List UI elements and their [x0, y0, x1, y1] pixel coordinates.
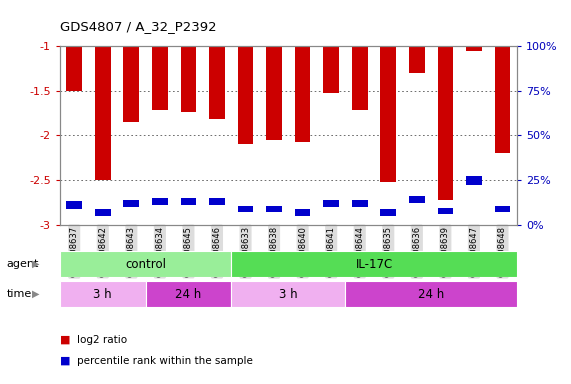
Bar	[152, 46, 168, 110]
Text: ■: ■	[60, 356, 70, 366]
Text: ▶: ▶	[32, 259, 40, 269]
Bar	[323, 46, 339, 93]
Text: 24 h: 24 h	[418, 288, 444, 301]
Bar	[123, 46, 139, 122]
Bar	[380, 46, 396, 182]
Bar	[466, 46, 482, 51]
Text: agent: agent	[7, 259, 39, 269]
Bar	[95, 209, 111, 216]
Bar	[209, 198, 225, 205]
Bar	[95, 46, 111, 180]
Bar	[66, 202, 82, 209]
Bar	[266, 46, 282, 140]
Bar	[345, 281, 517, 307]
Bar	[60, 281, 146, 307]
Bar	[238, 206, 254, 212]
Bar	[494, 46, 510, 153]
Bar	[231, 281, 345, 307]
Bar	[266, 206, 282, 212]
Bar	[209, 46, 225, 119]
Text: ▶: ▶	[32, 289, 40, 299]
Bar	[409, 46, 425, 73]
Text: 3 h: 3 h	[94, 288, 112, 301]
Text: percentile rank within the sample: percentile rank within the sample	[77, 356, 253, 366]
Text: log2 ratio: log2 ratio	[77, 335, 127, 345]
Text: IL-17C: IL-17C	[355, 258, 393, 271]
Text: 3 h: 3 h	[279, 288, 297, 301]
Text: ■: ■	[60, 335, 70, 345]
Bar	[352, 46, 368, 110]
Text: 24 h: 24 h	[175, 288, 202, 301]
Text: time: time	[7, 289, 32, 299]
Bar	[437, 46, 453, 200]
Bar	[437, 208, 453, 214]
Bar	[231, 251, 517, 277]
Bar	[180, 198, 196, 205]
Bar	[295, 209, 311, 216]
Bar	[60, 251, 231, 277]
Text: GDS4807 / A_32_P2392: GDS4807 / A_32_P2392	[60, 20, 216, 33]
Bar	[466, 176, 482, 185]
Bar	[238, 46, 254, 144]
Bar	[409, 196, 425, 203]
Bar	[323, 200, 339, 207]
Bar	[380, 209, 396, 216]
Bar	[352, 200, 368, 207]
Bar	[494, 206, 510, 212]
Bar	[180, 46, 196, 112]
Bar	[123, 200, 139, 207]
Bar	[152, 198, 168, 205]
Bar	[66, 46, 82, 91]
Bar	[295, 46, 311, 142]
Text: control: control	[125, 258, 166, 271]
Bar	[146, 281, 231, 307]
